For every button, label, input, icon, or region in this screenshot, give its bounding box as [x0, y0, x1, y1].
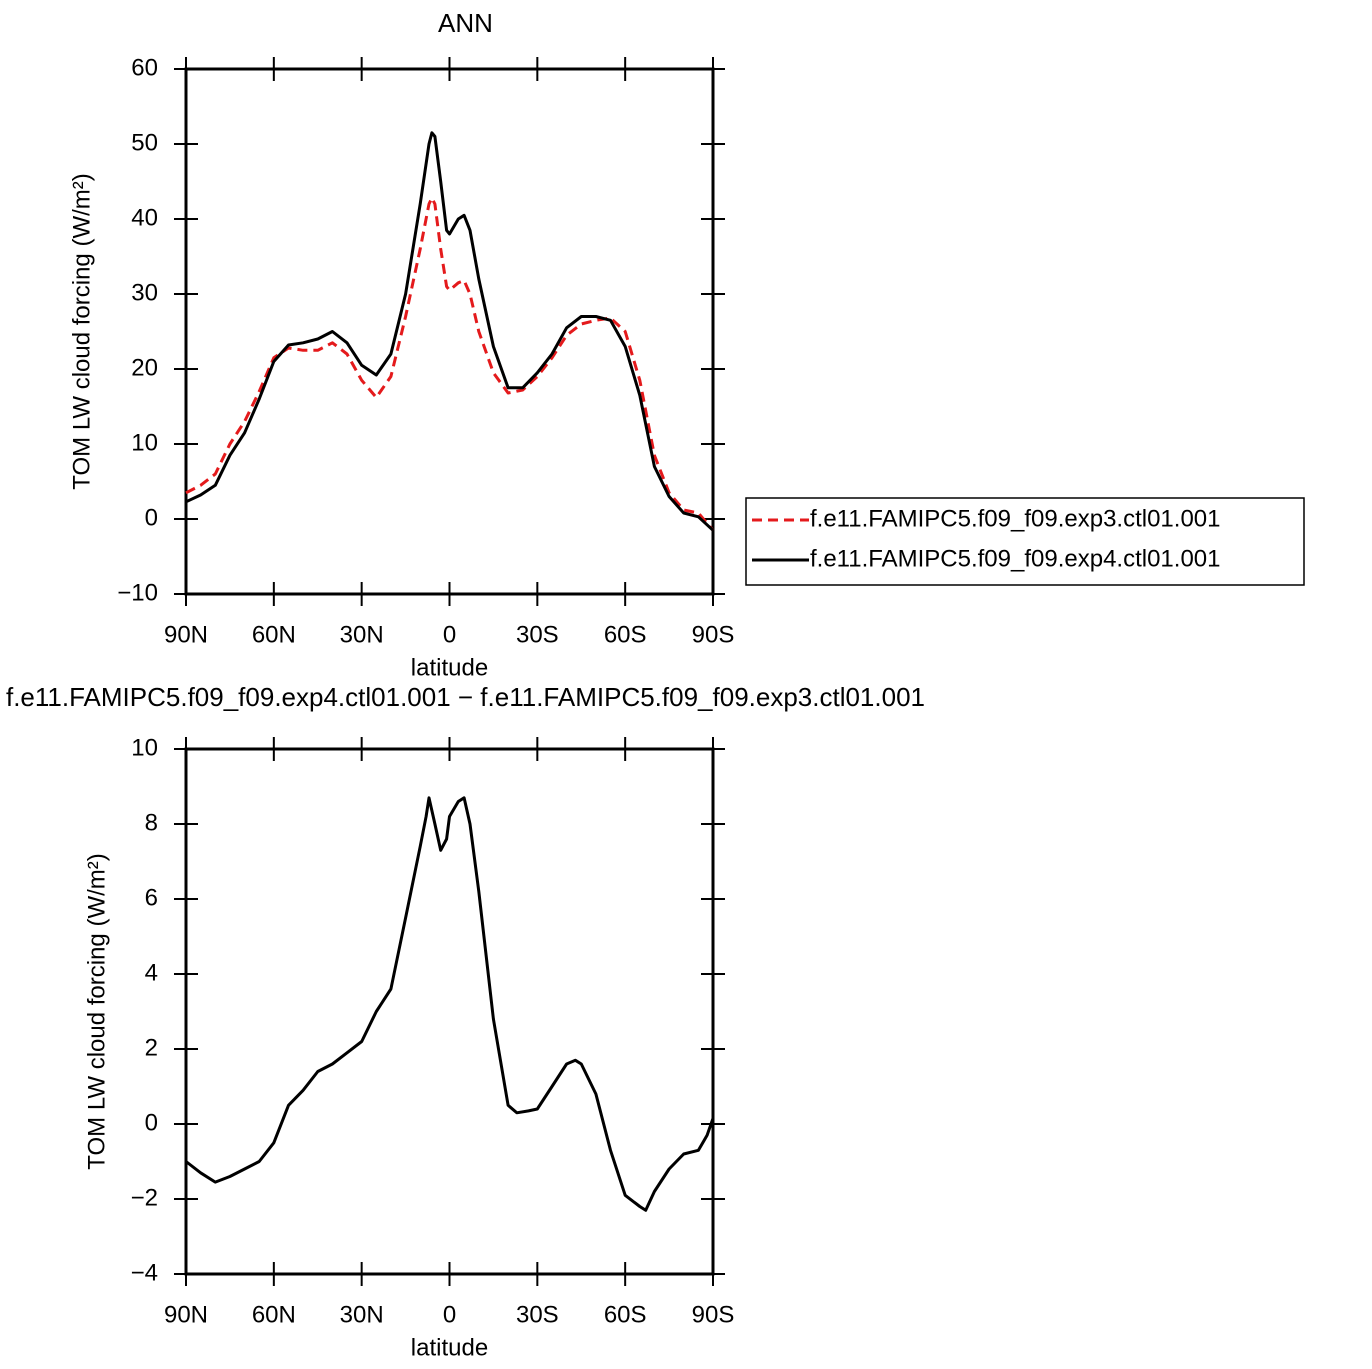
- chart-title: ANN: [438, 8, 493, 38]
- y-tick-label: 6: [145, 884, 158, 911]
- y-tick-label: 40: [131, 204, 158, 231]
- x-tick-label: 90N: [164, 1301, 208, 1328]
- y-tick-label: 60: [131, 54, 158, 81]
- data-line: [185, 131, 715, 532]
- x-tick-label: 90S: [692, 621, 735, 648]
- legend-label: f.e11.FAMIPC5.f09_f09.exp3.ctl01.001: [810, 505, 1220, 532]
- y-tick-label: 0: [145, 1109, 158, 1136]
- data-line: [185, 196, 715, 532]
- y-tick-label: −2: [131, 1184, 158, 1211]
- plot-frame: [184, 67, 715, 596]
- legend-label: f.e11.FAMIPC5.f09_f09.exp4.ctl01.001: [810, 545, 1220, 572]
- y-axis-label: TOM LW cloud forcing (W/m²): [83, 853, 110, 1169]
- x-tick-label: 30N: [340, 1301, 384, 1328]
- y-tick-label: 50: [131, 129, 158, 156]
- x-axis-label: latitude: [411, 1334, 488, 1361]
- y-tick-label: 8: [145, 809, 158, 836]
- x-tick-label: 0: [443, 1301, 456, 1328]
- y-tick-label: 4: [145, 959, 158, 986]
- y-tick-label: 20: [131, 354, 158, 381]
- x-tick-label: 60N: [252, 621, 296, 648]
- y-tick-label: 0: [145, 504, 158, 531]
- x-axis-label: latitude: [411, 654, 488, 681]
- y-axis-label: TOM LW cloud forcing (W/m²): [68, 173, 95, 489]
- x-tick-label: 30S: [516, 1301, 559, 1328]
- y-tick-label: 10: [131, 734, 158, 761]
- x-tick-label: 90N: [164, 621, 208, 648]
- y-tick-label: 10: [131, 429, 158, 456]
- x-tick-label: 30S: [516, 621, 559, 648]
- x-tick-label: 60S: [604, 1301, 647, 1328]
- x-tick-label: 0: [443, 621, 456, 648]
- x-tick-label: 90S: [692, 1301, 735, 1328]
- y-tick-label: −10: [117, 579, 158, 606]
- legend-box: [745, 497, 1305, 586]
- y-tick-label: −4: [131, 1259, 158, 1286]
- x-tick-label: 60N: [252, 1301, 296, 1328]
- x-tick-label: 30N: [340, 621, 384, 648]
- y-tick-label: 2: [145, 1034, 158, 1061]
- chart-title: f.e11.FAMIPC5.f09_f09.exp4.ctl01.001 − f…: [6, 682, 925, 712]
- x-tick-label: 60S: [604, 621, 647, 648]
- data-line: [185, 796, 715, 1212]
- y-tick-label: 30: [131, 279, 158, 306]
